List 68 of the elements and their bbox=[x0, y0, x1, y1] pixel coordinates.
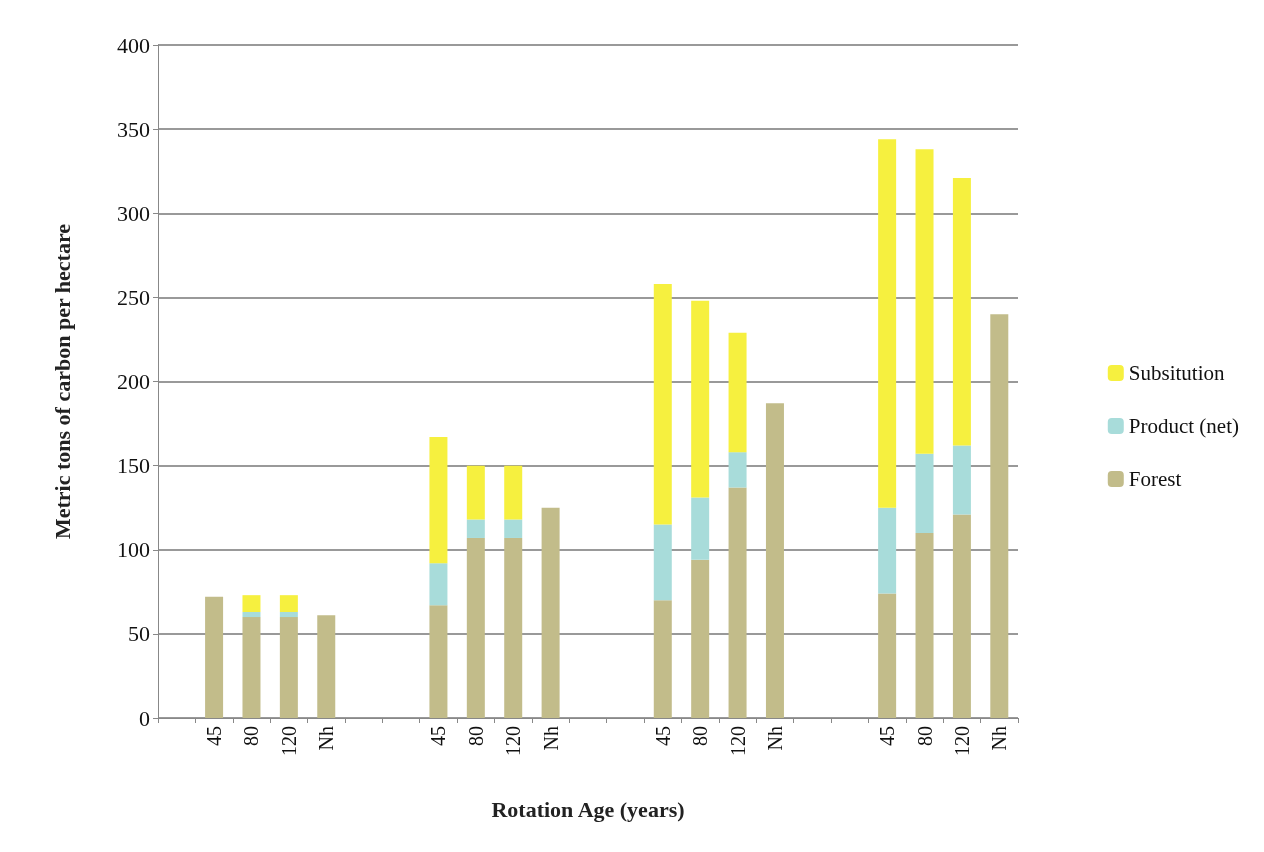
y-tick-label: 300 bbox=[117, 200, 150, 226]
bar bbox=[691, 559, 710, 718]
bar bbox=[504, 537, 523, 718]
bar bbox=[279, 612, 298, 618]
legend-label: Forest bbox=[1128, 467, 1182, 491]
x-tick-label: Nh bbox=[988, 726, 1011, 751]
bar bbox=[205, 596, 224, 718]
bar bbox=[466, 537, 485, 718]
x-tick-label: Nh bbox=[315, 726, 338, 751]
y-tick-label: 400 bbox=[117, 32, 150, 58]
y-tick-label: 50 bbox=[128, 621, 150, 647]
bar bbox=[279, 595, 298, 612]
legend-label: Product (net) bbox=[1128, 414, 1240, 438]
bar bbox=[504, 519, 523, 538]
x-axis-title: Rotation Age (years) bbox=[491, 796, 685, 822]
bar bbox=[242, 617, 261, 718]
x-tick-label: 120 bbox=[950, 726, 973, 756]
legend-label: Subsitution bbox=[1128, 361, 1225, 385]
x-tick-label: 45 bbox=[876, 726, 899, 746]
bar bbox=[952, 514, 971, 718]
x-tick-label: 45 bbox=[427, 726, 450, 746]
bar bbox=[728, 452, 747, 488]
y-tick-label: 150 bbox=[117, 453, 150, 479]
x-tick-label: 80 bbox=[240, 726, 263, 746]
bar bbox=[878, 139, 897, 508]
bar bbox=[541, 507, 560, 718]
x-tick-label: 80 bbox=[913, 726, 936, 746]
bar bbox=[691, 497, 710, 560]
x-tick-label: 120 bbox=[726, 726, 749, 756]
bar bbox=[691, 300, 710, 498]
bar bbox=[242, 595, 261, 612]
bar bbox=[765, 403, 784, 718]
y-tick-label: 0 bbox=[139, 705, 150, 731]
bar bbox=[504, 465, 523, 520]
x-tick-label: 45 bbox=[203, 726, 226, 746]
y-tick-label: 350 bbox=[117, 116, 150, 142]
bar bbox=[653, 524, 672, 601]
bar bbox=[317, 615, 336, 718]
x-tick-label: 80 bbox=[689, 726, 712, 746]
bar bbox=[466, 519, 485, 538]
x-tick-label: 80 bbox=[464, 726, 487, 746]
bar bbox=[429, 437, 448, 564]
bar bbox=[878, 507, 897, 594]
bar bbox=[915, 149, 934, 454]
bar bbox=[279, 617, 298, 718]
bar bbox=[878, 593, 897, 718]
bar bbox=[653, 283, 672, 525]
bar bbox=[728, 487, 747, 718]
x-tick-label: Nh bbox=[539, 726, 562, 751]
bar bbox=[429, 605, 448, 718]
bar bbox=[990, 314, 1009, 718]
bar bbox=[915, 532, 934, 718]
x-tick-label: 120 bbox=[277, 726, 300, 756]
y-tick-label: 200 bbox=[117, 369, 150, 394]
bar bbox=[242, 612, 261, 618]
bar bbox=[952, 445, 971, 515]
y-axis-title: Metric tons of carbon per hectare bbox=[49, 223, 75, 540]
y-tick-label: 100 bbox=[117, 537, 150, 563]
bar bbox=[429, 563, 448, 606]
x-tick-label: 120 bbox=[502, 726, 525, 756]
bar bbox=[653, 600, 672, 718]
bar bbox=[915, 453, 934, 533]
x-tick-label: Nh bbox=[763, 726, 786, 751]
bar bbox=[952, 177, 971, 446]
y-tick-label: 250 bbox=[117, 284, 150, 310]
bar bbox=[728, 332, 747, 453]
x-tick-label: 45 bbox=[651, 726, 674, 746]
bar bbox=[466, 465, 485, 520]
